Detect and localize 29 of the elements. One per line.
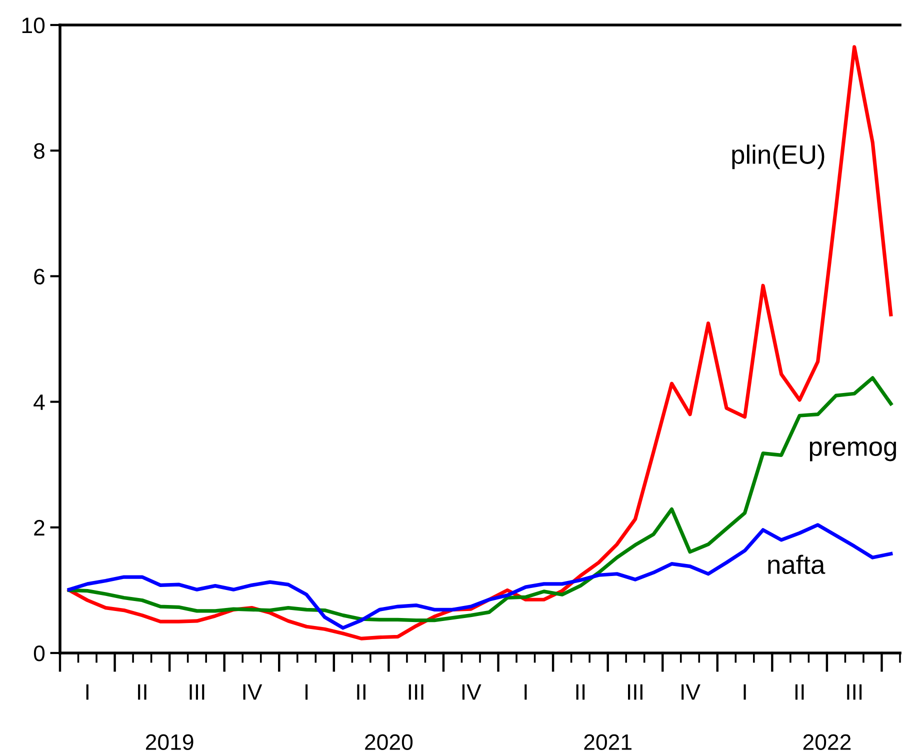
x-tick-label: IV <box>462 684 482 700</box>
y-tick-label: 6 <box>34 268 44 284</box>
y-tick-label: 4 <box>34 394 45 410</box>
x-tick-label: II <box>357 684 366 700</box>
y-tick-label: 8 <box>34 143 44 159</box>
x-tick-label: I <box>744 684 746 700</box>
line-series <box>67 523 893 630</box>
text: 2019 <box>146 734 194 750</box>
y-tick-label: 2 <box>34 520 44 536</box>
x-tick-label: II <box>576 684 585 700</box>
text: 2021 <box>584 734 632 750</box>
x-tick-label: III <box>628 684 642 700</box>
y-tick-label: 10 <box>22 18 45 34</box>
y-tick-label: 0 <box>34 646 45 662</box>
x-tick-label: III <box>847 684 862 700</box>
series-label: plin(EU) <box>732 144 824 170</box>
text: 2020 <box>365 734 413 750</box>
x-tick-label: II <box>795 684 804 700</box>
x-tick-label: I <box>86 684 88 700</box>
series-label: premog <box>810 442 896 462</box>
x-tick-label: I <box>305 684 308 700</box>
x-tick-label: IV <box>243 684 262 700</box>
x-tick-label: II <box>138 684 146 700</box>
text: 2022 <box>803 734 851 750</box>
x-tick-label: I <box>524 684 527 700</box>
x-tick-label: III <box>408 684 424 700</box>
x-tick-label: IV <box>682 684 700 700</box>
series-label: nafta <box>768 554 826 574</box>
x-tick-label: III <box>190 684 204 700</box>
